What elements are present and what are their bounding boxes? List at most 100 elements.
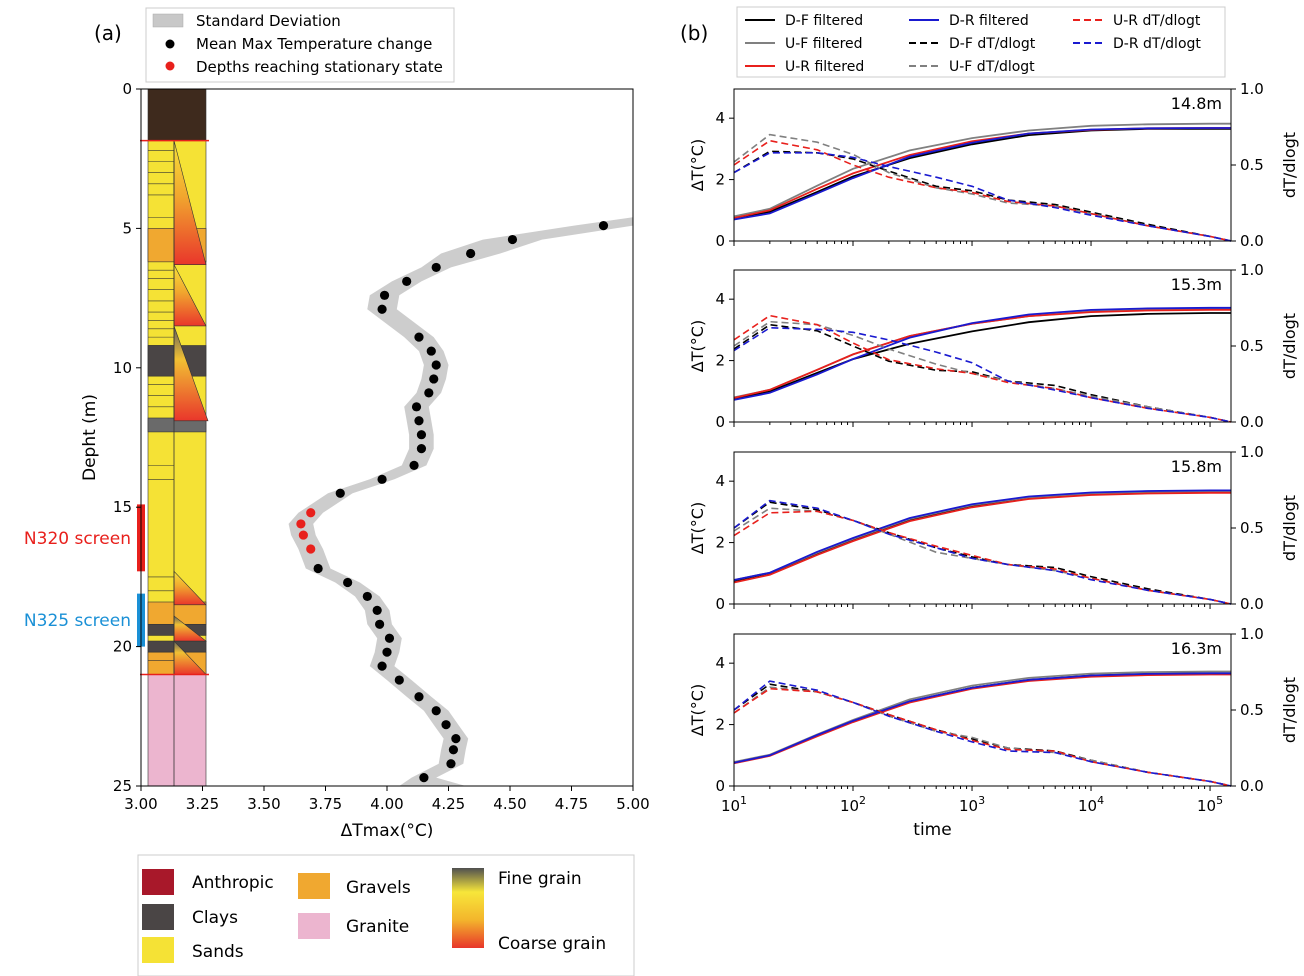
legend-b-label: U-F dT/dlogt [949, 59, 1035, 75]
x-tick-label: 102 [840, 794, 866, 815]
mean-point [382, 647, 392, 657]
mean-point [394, 675, 404, 685]
series-line [733, 133, 1232, 242]
mean-point [441, 720, 451, 730]
legend-stationary-marker [165, 61, 175, 71]
mean-point [411, 402, 422, 412]
x-tick-label: 103 [959, 794, 985, 815]
mean-point [375, 619, 385, 629]
series-line [733, 139, 1232, 242]
y2-axis-label: dT/dlogt [1280, 677, 1299, 743]
screen-label: N325 screen [24, 611, 131, 631]
legend-b-label: U-R filtered [785, 59, 864, 75]
stationary-point [296, 519, 306, 529]
series-line [733, 312, 1231, 400]
mean-point [426, 346, 436, 356]
x-tick-label: 3.75 [309, 795, 342, 813]
y2-axis-label: dT/dlogt [1280, 313, 1299, 379]
panel-a-frame [140, 88, 634, 787]
series-line [733, 306, 1231, 401]
panel-b-plots: 0 2 4 0.0 0.5 1.0 ΔT(°C) dT/dlogt 14.8m 0 2 4 0.0 0.5… [688, 80, 1299, 840]
mean-point [414, 416, 424, 426]
subplot-14.8m: 0 2 4 0.0 0.5 1.0 ΔT(°C) dT/dlogt 14.8m [688, 80, 1299, 250]
mean-point [414, 332, 424, 342]
series-line [733, 680, 1232, 787]
y2-tick-label: 0.5 [1240, 701, 1264, 719]
x-tick-label: 4.50 [493, 795, 526, 813]
series-line [733, 686, 1232, 787]
y2-tick-label: 0.5 [1240, 519, 1264, 537]
y-tick-label: 2 [715, 534, 725, 552]
y2-axis-label: dT/dlogt [1280, 495, 1299, 561]
panel-b-label: (b) [680, 21, 708, 45]
legend-stationary-label: Depths reaching stationary state [196, 58, 443, 76]
subplot-16.3m: 0 2 4 0.0 0.5 1.0 ΔT(°C) dT/dlogt 16.3m 101 102 103… [688, 625, 1299, 840]
mean-point [377, 661, 387, 671]
mean-point [507, 234, 518, 245]
y-tick-label: 4 [715, 109, 725, 127]
y2-tick-label: 0.5 [1240, 156, 1264, 174]
y-tick-label: 0 [715, 413, 725, 431]
subplot-frame [733, 451, 1232, 605]
legend-std-label: Standard Deviation [196, 12, 341, 30]
depth-label: 15.3m [1171, 275, 1222, 294]
y-tick-label: 2 [715, 716, 725, 734]
y2-tick-label: 0.5 [1240, 337, 1264, 355]
mean-point [377, 304, 387, 314]
x-tick-label: 104 [1078, 794, 1104, 815]
stationary-point [306, 508, 316, 518]
x-tick-label: 3.00 [124, 795, 157, 813]
legend-b-label: D-F dT/dlogt [949, 36, 1036, 52]
legend-std-swatch [152, 13, 184, 28]
x-tick-label: 4.25 [432, 795, 465, 813]
std-band [288, 217, 633, 787]
depth-label: 16.3m [1171, 639, 1222, 658]
x-tick-label: 4.75 [555, 795, 588, 813]
series-line [733, 499, 1232, 605]
legend-b-label: D-R dT/dlogt [1113, 36, 1201, 52]
panel-b-legend: D-F filtered U-F filtered U-R filtered D-R … [736, 6, 1226, 78]
series-line [733, 672, 1231, 764]
x-axis-label: time [913, 820, 951, 840]
y2-tick-label: 0.0 [1240, 413, 1264, 431]
legend-b-label: D-F filtered [785, 13, 863, 29]
y-tick-label: 10 [113, 359, 132, 377]
mean-point [424, 388, 434, 398]
mean-point [372, 605, 382, 615]
y-tick-label: 20 [113, 638, 132, 656]
stationary-point [298, 530, 308, 540]
series-line [733, 489, 1231, 581]
y-tick-label: 2 [715, 171, 725, 189]
legend-b-label: U-F filtered [785, 36, 863, 52]
legend-a-frame [145, 7, 455, 83]
mean-point [431, 360, 441, 370]
panel-a-legend: Standard Deviation Mean Max Temperature … [145, 7, 455, 83]
y-tick-label: 0 [715, 595, 725, 613]
y-tick-label: 5 [122, 219, 132, 237]
legend-b-frame [736, 6, 1226, 78]
depth-label: 15.8m [1171, 457, 1222, 476]
subplot-15.8m: 0 2 4 0.0 0.5 1.0 ΔT(°C) dT/dlogt 15.8m [688, 443, 1299, 613]
y-tick-label: 25 [113, 777, 132, 795]
y-tick-label: 4 [715, 472, 725, 490]
subplot-frame [733, 633, 1232, 787]
y2-tick-label: 1.0 [1240, 80, 1264, 98]
mean-point [416, 430, 427, 440]
anthropic-label: Anthropic [192, 873, 274, 893]
x-tick-label: 105 [1197, 794, 1223, 815]
x-tick-label: 4.00 [370, 795, 403, 813]
x-tick-label: 5.00 [616, 795, 649, 813]
y-tick-label: 4 [715, 654, 725, 672]
mean-point [362, 591, 372, 602]
panel-a-label: (a) [94, 21, 122, 45]
x-tick-label: 3.25 [186, 795, 219, 813]
subplot-frame [733, 88, 1232, 242]
y2-tick-label: 1.0 [1240, 261, 1264, 279]
clays-swatch [142, 904, 174, 930]
mean-point [414, 692, 424, 702]
mean-point [335, 488, 345, 498]
clays-label: Clays [192, 908, 238, 928]
fine-grain-label: Fine grain [498, 869, 582, 889]
subplot-15.3m: 0 2 4 0.0 0.5 1.0 ΔT(°C) dT/dlogt 15.3m [688, 261, 1299, 431]
